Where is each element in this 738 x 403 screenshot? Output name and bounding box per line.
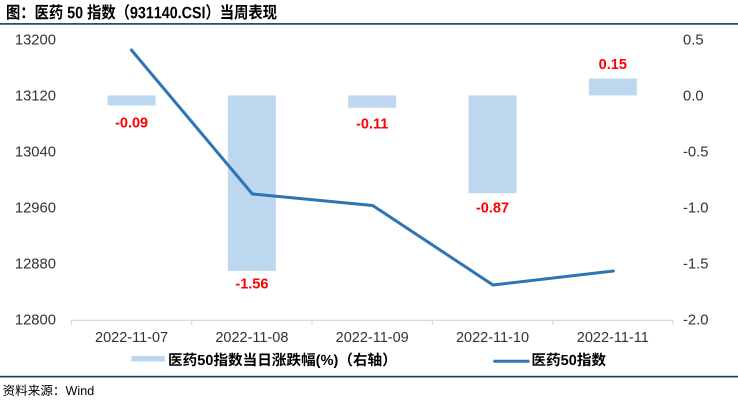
svg-text:2022-11-08: 2022-11-08 [215, 330, 288, 346]
svg-text:2022-11-09: 2022-11-09 [336, 330, 409, 346]
svg-text:2022-11-07: 2022-11-07 [95, 330, 168, 346]
svg-text:12880: 12880 [15, 257, 56, 273]
svg-text:-1.56: -1.56 [235, 277, 268, 293]
svg-text:13120: 13120 [15, 89, 56, 105]
svg-text:-1.0: -1.0 [683, 201, 709, 217]
svg-text:12960: 12960 [15, 201, 56, 217]
svg-text:-0.5: -0.5 [683, 145, 709, 161]
svg-text:-2.0: -2.0 [683, 313, 709, 329]
svg-text:-1.5: -1.5 [683, 257, 709, 273]
svg-text:13040: 13040 [15, 145, 56, 161]
svg-text:2022-11-10: 2022-11-10 [456, 330, 529, 346]
svg-text:0.5: 0.5 [683, 33, 704, 49]
svg-text:-0.87: -0.87 [476, 201, 509, 217]
svg-text:2022-11-11: 2022-11-11 [577, 330, 649, 346]
svg-text:0.15: 0.15 [599, 57, 627, 73]
svg-text:-0.11: -0.11 [356, 117, 388, 133]
svg-text:0.0: 0.0 [683, 89, 704, 105]
svg-text:12800: 12800 [15, 313, 56, 329]
svg-text:13200: 13200 [15, 33, 56, 49]
svg-text:-0.09: -0.09 [115, 115, 148, 131]
